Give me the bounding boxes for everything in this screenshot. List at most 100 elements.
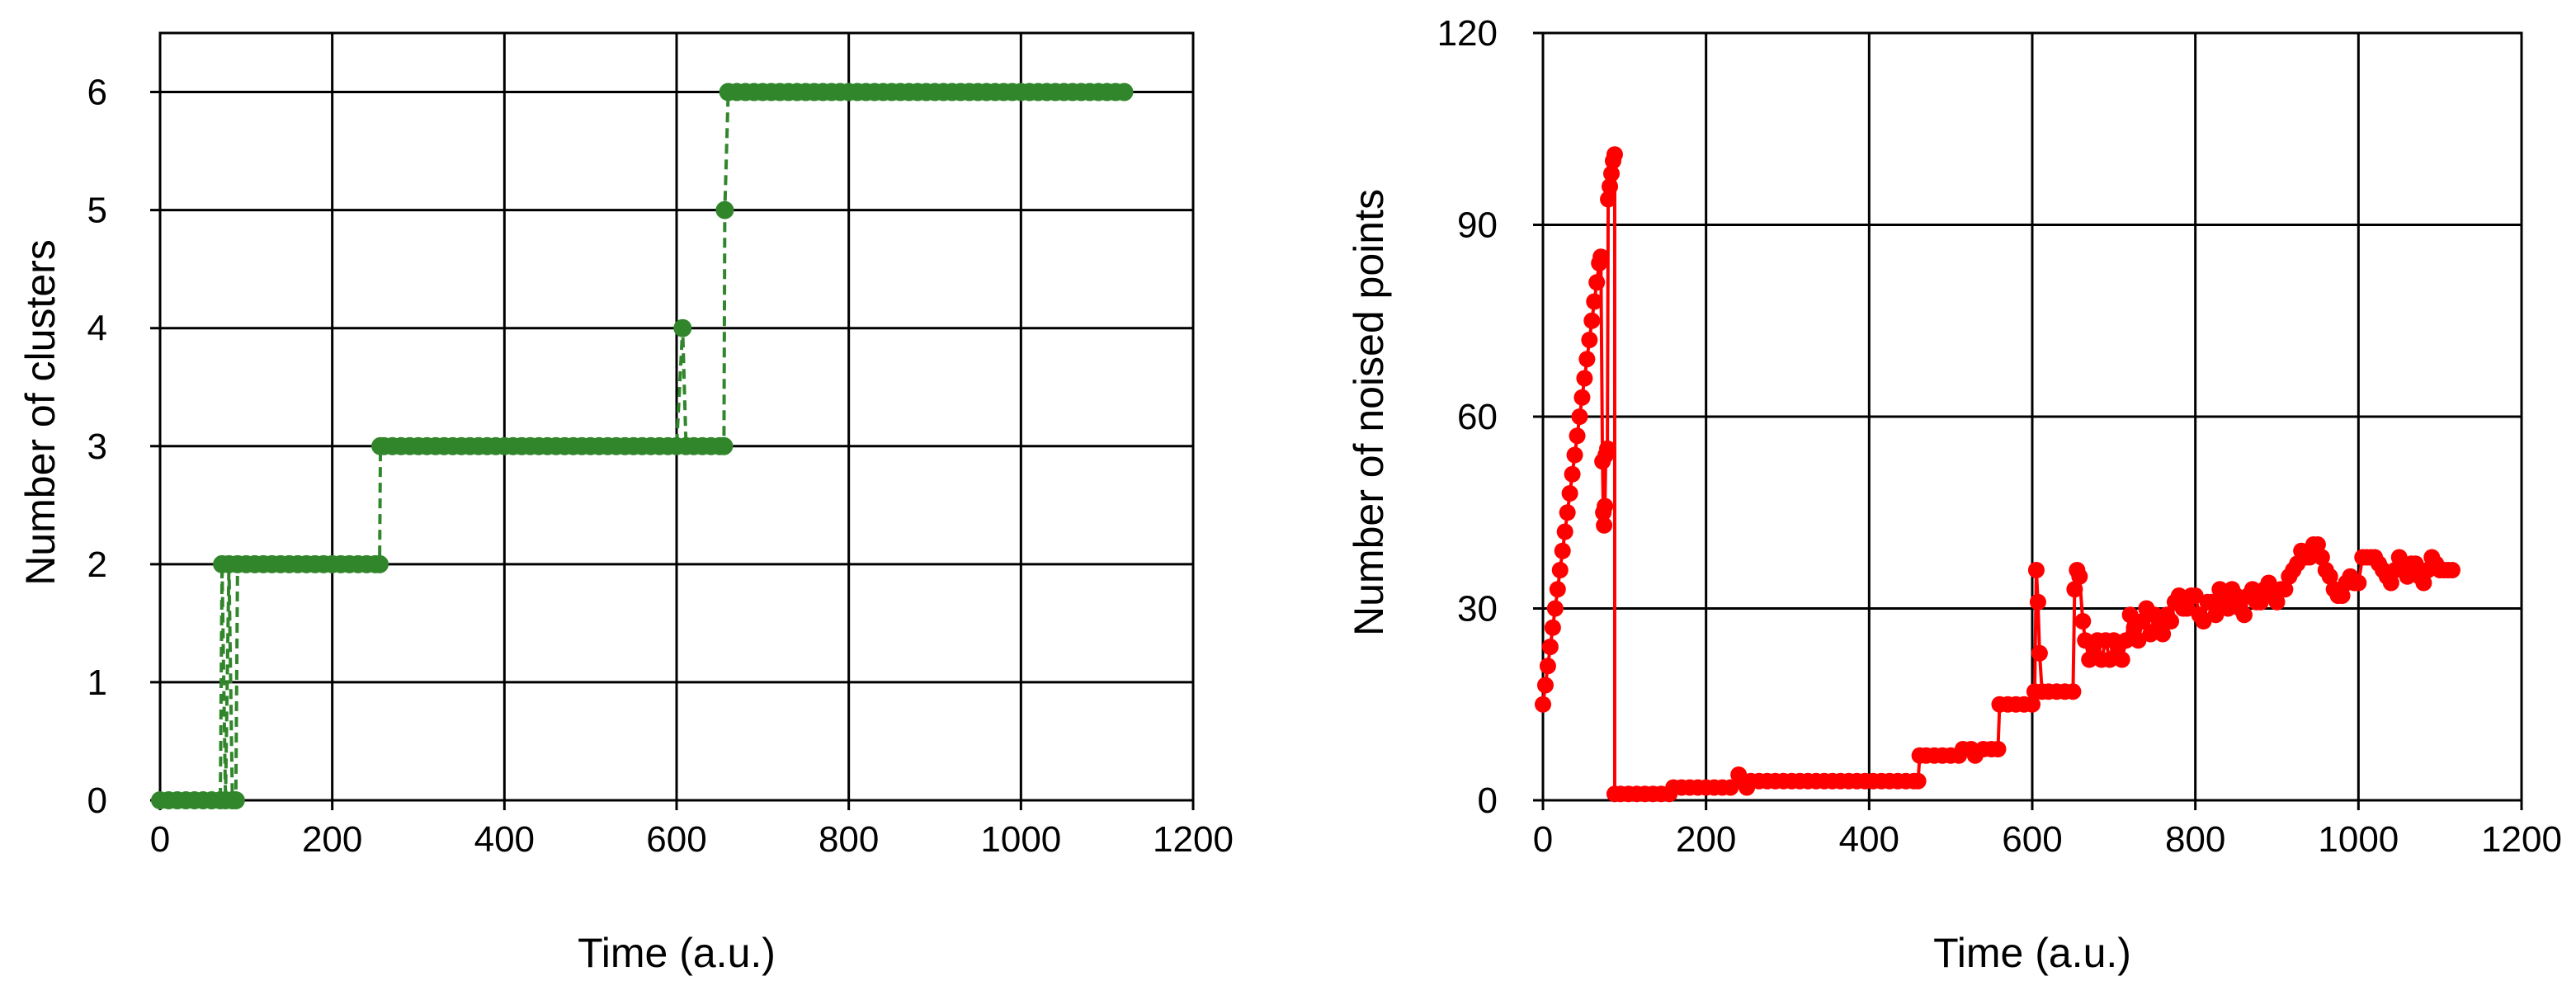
data-point [1597,498,1614,515]
data-point [2220,600,2237,617]
x-tick-label: 1000 [980,819,1061,860]
data-point [2268,593,2286,611]
grid [1533,31,2523,810]
data-point [2382,574,2399,592]
data-point [2064,683,2082,700]
data-point [2390,549,2408,566]
data-point [1989,741,2007,757]
data-point [1603,165,1621,182]
data-point [2101,651,2118,668]
data-point [715,200,734,219]
data-point [2207,606,2225,624]
data-point [2333,587,2351,604]
data-point [1581,332,1598,348]
data-point [1544,619,1561,636]
data-point [2443,562,2460,578]
data-point [1606,146,1623,163]
data-point [2134,613,2151,630]
data-point [1556,523,1573,540]
data-point [2113,651,2130,668]
data-point [1546,600,1564,617]
data-point [2243,581,2261,598]
y-axis-title: Number of noised points [1346,189,1392,636]
data-point [226,791,245,809]
data-point [1539,658,1556,675]
data-point [2211,581,2229,598]
data-point [2195,613,2212,630]
x-tick-label: 600 [2002,819,2062,860]
data-point [1571,408,1588,425]
y-tick-label: 0 [87,780,107,821]
y-axis-title: Number of clusters [17,239,64,586]
data-point [2309,536,2326,553]
data-point [2321,568,2338,585]
y-tick-label: 5 [87,191,107,231]
data-point [2313,549,2330,566]
data-point [1909,772,1927,790]
data-point [1596,516,1613,534]
data-point [1569,427,1586,445]
y-tick-label: 120 [1437,13,1498,54]
data-point [1561,485,1578,502]
data-point [2301,549,2319,566]
data-point [1554,542,1571,559]
data-point [1566,446,1583,464]
data-point [2399,568,2416,585]
x-tick-label: 400 [1839,819,1899,860]
y-tick-label: 1 [87,663,107,703]
clusters-chart: Time (a.u.) Number of clusters 0 200 400 60… [17,31,1234,976]
data-point [1722,779,1739,796]
data-point [2415,574,2432,592]
x-tick-label: 1200 [1153,819,1234,860]
data-point [1115,83,1134,101]
data-point [2031,644,2048,662]
data-point [2117,632,2135,649]
data-point [2235,606,2253,624]
y-tick-label: 2 [87,545,107,585]
data-point [1576,370,1593,387]
data-point [1541,639,1559,655]
data-point [2029,593,2046,611]
data-point [1583,312,1601,329]
data-point [1536,677,1554,694]
series-markers [151,83,1134,809]
y-tick-label: 90 [1457,205,1498,246]
data-point [2228,587,2245,604]
data-point [1588,274,1606,291]
data-point [1573,389,1591,406]
data-point [1592,248,1610,266]
y-tick-label: 30 [1457,589,1498,630]
data-point [2350,574,2367,592]
noised-points-chart: Time (a.u.) Number of noised points 0 200… [1346,13,2562,976]
data-point [2024,696,2041,713]
data-point [2276,581,2294,598]
series-markers [1535,146,2460,803]
data-point [2066,581,2083,598]
x-tick-label: 800 [819,819,879,860]
data-point [2260,574,2277,592]
x-tick-label: 1200 [2481,819,2562,860]
data-point [1559,504,1576,521]
data-point [2074,613,2092,630]
data-point [2154,625,2172,643]
y-tick-label: 4 [87,309,107,349]
x-tick-label: 400 [474,819,535,860]
data-point [2187,587,2204,604]
x-tick-label: 200 [302,819,362,860]
data-point [1535,696,1551,713]
data-point [2252,593,2269,611]
data-point [1599,440,1616,457]
x-tick-label: 800 [2165,819,2225,860]
data-point [715,436,734,455]
data-point [1586,293,1603,310]
data-point [1602,178,1619,195]
x-tick-label: 1000 [2318,819,2399,860]
data-point [2071,568,2088,585]
data-point [2163,613,2180,630]
data-point [2170,587,2187,604]
y-tick-label: 60 [1457,397,1498,437]
y-tick-label: 3 [87,427,107,467]
data-point [2130,632,2147,649]
data-point [2081,651,2098,668]
